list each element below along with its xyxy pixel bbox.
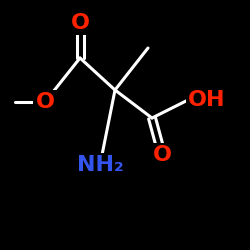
Text: OH: OH (188, 90, 226, 110)
Text: O: O (70, 13, 90, 33)
Text: O: O (152, 145, 172, 165)
Text: NH₂: NH₂ (76, 155, 124, 175)
Text: O: O (36, 92, 54, 112)
